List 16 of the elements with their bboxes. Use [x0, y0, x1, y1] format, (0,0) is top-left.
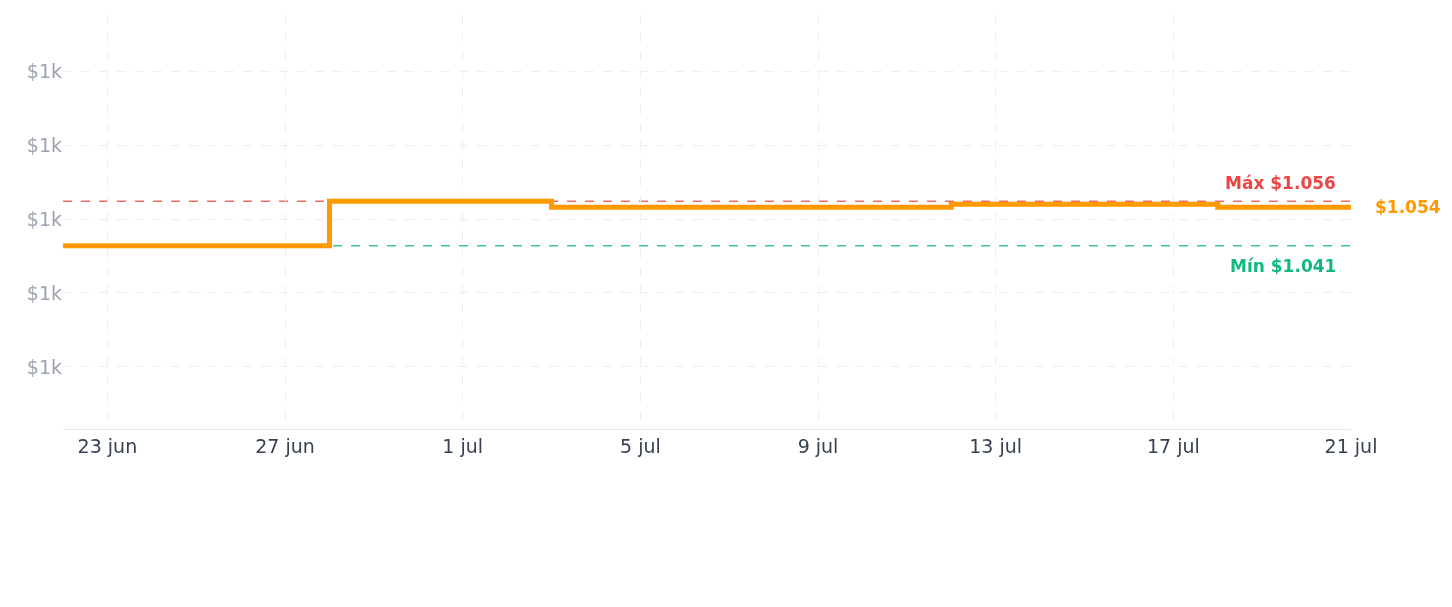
y-tick-label: $1k — [26, 355, 62, 378]
y-tick-label: $1k — [26, 133, 62, 156]
y-tick-label: $1k — [26, 207, 62, 230]
ref-line-label: Máx $1.056 — [1225, 173, 1336, 193]
x-tick-label: 1 jul — [442, 434, 484, 457]
x-tick-label: 27 jun — [255, 434, 315, 457]
ref-line-label: Mín $1.041 — [1230, 256, 1337, 276]
x-tick-label: 21 jul — [1324, 434, 1378, 457]
data-label: $1.054 — [1375, 197, 1441, 217]
y-tick-label: $1k — [26, 59, 62, 82]
x-tick-label: 9 jul — [797, 434, 839, 457]
x-tick-label: 13 jul — [969, 434, 1023, 457]
x-tick-label: 23 jun — [77, 434, 138, 457]
y-tick-label: $1k — [26, 281, 62, 304]
x-tick-label: 5 jul — [620, 434, 661, 457]
x-tick-label: 17 jul — [1146, 434, 1200, 457]
